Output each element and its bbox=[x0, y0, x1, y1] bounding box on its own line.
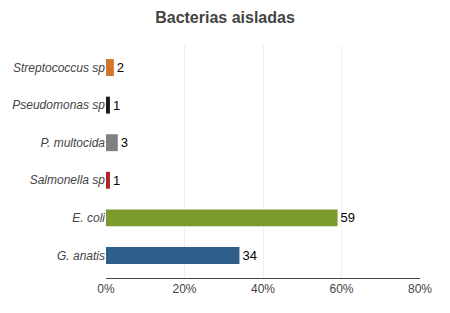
svg-text:2: 2 bbox=[117, 60, 124, 75]
svg-text:E. coli: E. coli bbox=[72, 211, 105, 225]
svg-text:G. anatis: G. anatis bbox=[57, 249, 105, 263]
svg-text:59: 59 bbox=[341, 210, 355, 225]
svg-text:34: 34 bbox=[242, 248, 256, 263]
svg-text:80%: 80% bbox=[408, 282, 432, 296]
svg-text:1: 1 bbox=[113, 98, 120, 113]
svg-text:40%: 40% bbox=[251, 282, 275, 296]
svg-text:Pseudomonas sp: Pseudomonas sp bbox=[12, 98, 105, 112]
svg-text:Salmonella sp: Salmonella sp bbox=[30, 173, 106, 187]
svg-text:P. multocida: P. multocida bbox=[41, 136, 106, 150]
svg-text:0%: 0% bbox=[97, 282, 115, 296]
svg-text:Bacterias aisladas: Bacterias aisladas bbox=[155, 9, 295, 26]
svg-text:1: 1 bbox=[113, 173, 120, 188]
svg-text:20%: 20% bbox=[172, 282, 196, 296]
svg-text:3: 3 bbox=[121, 135, 128, 150]
svg-text:60%: 60% bbox=[329, 282, 353, 296]
svg-text:Streptococcus sp: Streptococcus sp bbox=[13, 61, 105, 75]
